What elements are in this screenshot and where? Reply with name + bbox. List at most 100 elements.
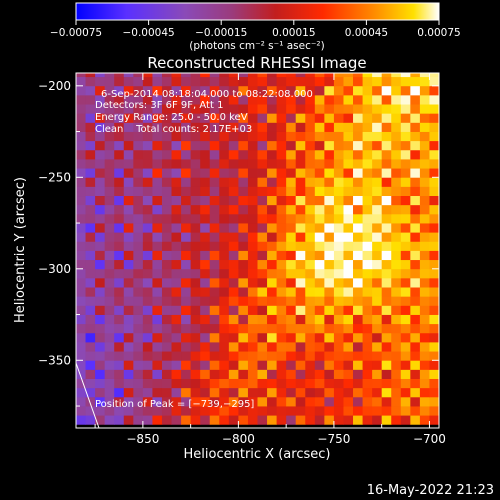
heatmap-cell — [142, 305, 153, 315]
heatmap-cell — [114, 296, 125, 306]
heatmap-cell — [171, 85, 182, 96]
heatmap-cell — [276, 223, 287, 233]
heatmap-cell — [276, 396, 287, 407]
heatmap-cell — [333, 76, 344, 87]
heatmap-cell — [161, 369, 172, 379]
heatmap-cell — [295, 76, 306, 87]
heatmap-cell — [123, 277, 134, 288]
heatmap-cell — [104, 73, 115, 78]
heatmap-cell — [391, 177, 402, 187]
heatmap-cell — [181, 351, 192, 361]
heatmap-cell — [200, 406, 211, 416]
heatmap-cell — [152, 73, 163, 78]
heatmap-cell — [114, 73, 125, 78]
heatmap-cell — [295, 314, 306, 325]
heatmap-cell — [429, 186, 439, 197]
heatmap-cell — [257, 232, 268, 242]
heatmap-cell — [133, 415, 144, 425]
heatmap-cell — [247, 94, 258, 105]
heatmap-cell — [161, 415, 172, 425]
heatmap-cell — [85, 232, 96, 242]
heatmap-cell — [391, 213, 402, 224]
heatmap-cell — [76, 268, 86, 279]
heatmap-cell — [333, 351, 344, 361]
heatmap-cell — [190, 406, 201, 416]
heatmap-cell — [343, 387, 354, 398]
heatmap-cell — [114, 396, 125, 407]
heatmap-cell — [181, 122, 192, 132]
heatmap-cell — [305, 268, 316, 279]
heatmap-cell — [267, 378, 278, 389]
heatmap-cell — [142, 378, 153, 389]
heatmap-cell — [142, 406, 153, 416]
heatmap-cell — [133, 241, 144, 251]
heatmap-cell — [114, 250, 125, 261]
heatmap-cell — [104, 85, 115, 96]
x-tick-label: −750 — [317, 432, 350, 446]
heatmap-cell — [200, 378, 211, 389]
heatmap-cell — [295, 73, 306, 78]
heatmap-cell — [286, 94, 297, 105]
heatmap-cell — [85, 268, 96, 279]
heatmap-cell — [362, 277, 373, 288]
heatmap-cell — [381, 177, 392, 187]
heatmap-cell — [247, 177, 258, 187]
heatmap-cell — [419, 360, 430, 370]
heatmap-cell — [85, 296, 96, 306]
heatmap-cell — [391, 140, 402, 151]
heatmap-cell — [123, 305, 134, 315]
heatmap-cell — [419, 131, 430, 142]
heatmap-cell — [95, 186, 106, 197]
heatmap-cell — [276, 314, 287, 325]
heatmap-cell — [181, 223, 192, 233]
heatmap-cell — [181, 341, 192, 352]
heatmap-cell — [114, 159, 125, 169]
heatmap-cell — [381, 186, 392, 197]
heatmap-cell — [324, 85, 335, 96]
heatmap-cell — [372, 277, 383, 288]
heatmap-cell — [276, 351, 287, 361]
heatmap-cell — [286, 277, 297, 288]
heatmap-cell — [400, 396, 411, 407]
heatmap-cell — [152, 85, 163, 96]
heatmap-cell — [267, 149, 278, 160]
heatmap-cell — [123, 195, 134, 206]
heatmap-cell — [85, 204, 96, 215]
heatmap-cell — [286, 186, 297, 197]
heatmap-cell — [372, 387, 383, 398]
heatmap-cell — [209, 204, 220, 215]
heatmap-cell — [286, 122, 297, 132]
heatmap-cell — [152, 305, 163, 315]
heatmap-cell — [161, 360, 172, 370]
heatmap-cell — [161, 168, 172, 178]
heatmap-cell — [123, 104, 134, 114]
heatmap-cell — [267, 296, 278, 306]
heatmap-cell — [190, 241, 201, 251]
heatmap-cell — [219, 85, 230, 96]
heatmap-cell — [419, 122, 430, 132]
heatmap-cell — [104, 204, 115, 215]
heatmap-cell — [400, 186, 411, 197]
heatmap-cell — [276, 268, 287, 279]
heatmap-cell — [391, 305, 402, 315]
heatmap-cell — [343, 332, 354, 343]
heatmap-cell — [391, 369, 402, 379]
heatmap-cell — [114, 268, 125, 279]
heatmap-cell — [333, 140, 344, 151]
heatmap-cell — [228, 268, 239, 279]
heatmap-cell — [95, 305, 106, 315]
heatmap-cell — [171, 186, 182, 197]
heatmap-cell — [114, 131, 125, 142]
heatmap-cell — [171, 94, 182, 105]
heatmap-cell — [391, 287, 402, 297]
heatmap-cell — [171, 378, 182, 389]
heatmap-cell — [305, 223, 316, 233]
heatmap-cell — [228, 406, 239, 416]
heatmap-cell — [133, 232, 144, 242]
colorbar-tick-label: 0.00015 — [272, 27, 315, 39]
heatmap-cell — [142, 131, 153, 142]
heatmap-cell — [219, 113, 230, 123]
heatmap-cell — [209, 305, 220, 315]
heatmap-cell — [267, 360, 278, 370]
heatmap-cell — [247, 223, 258, 233]
